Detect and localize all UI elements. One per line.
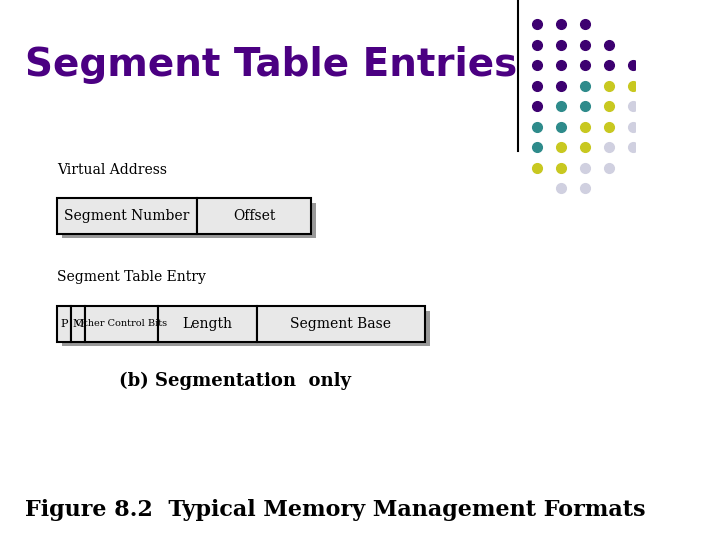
Text: Other Control Bits: Other Control Bits	[76, 320, 167, 328]
Text: Segment Table Entries: Segment Table Entries	[25, 46, 518, 84]
Text: P: P	[60, 319, 68, 329]
Text: Figure 8.2  Typical Memory Management Formats: Figure 8.2 Typical Memory Management For…	[25, 500, 646, 521]
FancyBboxPatch shape	[57, 306, 71, 341]
Text: Virtual Address: Virtual Address	[57, 163, 167, 177]
Text: Segment Base: Segment Base	[290, 317, 391, 331]
FancyBboxPatch shape	[71, 306, 85, 341]
FancyBboxPatch shape	[158, 306, 256, 341]
FancyBboxPatch shape	[197, 198, 311, 233]
FancyBboxPatch shape	[57, 198, 197, 233]
Text: Length: Length	[182, 317, 233, 331]
FancyBboxPatch shape	[202, 202, 316, 238]
FancyBboxPatch shape	[62, 310, 430, 346]
FancyBboxPatch shape	[85, 306, 158, 341]
Text: (b) Segmentation  only: (b) Segmentation only	[119, 372, 351, 390]
Text: Offset: Offset	[233, 209, 275, 223]
Text: Segment Table Entry: Segment Table Entry	[57, 270, 206, 284]
Text: Segment Number: Segment Number	[64, 209, 190, 223]
Text: M: M	[73, 319, 84, 329]
FancyBboxPatch shape	[62, 202, 202, 238]
FancyBboxPatch shape	[256, 306, 425, 341]
